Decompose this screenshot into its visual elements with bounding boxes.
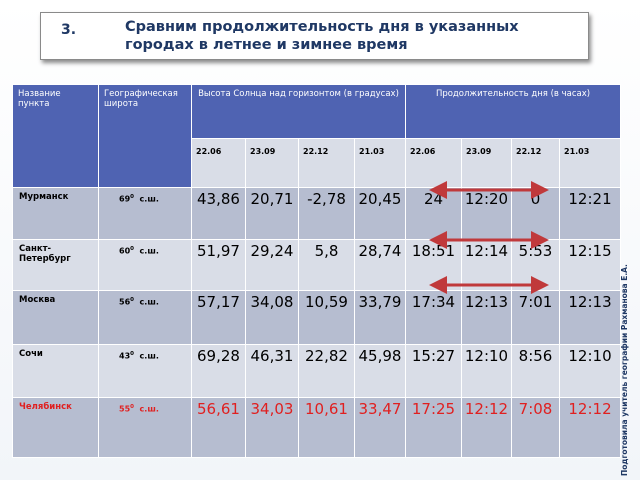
sun-value: 29,24 <box>245 239 299 292</box>
sun-value: 20,45 <box>354 187 406 241</box>
day-value: 12:10 <box>558 343 622 398</box>
date-row: 22.06 23.09 22.12 21.03 22.06 23.09 22.1… <box>13 138 622 189</box>
city-name: Москва <box>12 290 99 345</box>
day-value: 18:51 <box>405 239 462 292</box>
title-box: 3. Сравним продолжительность дня в указа… <box>40 12 589 60</box>
day-date: 22.06 <box>405 138 462 189</box>
latitude-cell: 430 с.ш. <box>98 343 192 398</box>
latitude-cell: 600 с.ш. <box>98 239 192 292</box>
day-value: 8:56 <box>511 343 560 398</box>
day-date: 23.09 <box>461 138 512 189</box>
header-city: Название пункта <box>12 83 99 189</box>
day-value: 12:12 <box>558 396 622 459</box>
sun-value: 34,08 <box>245 290 299 345</box>
day-value: 24 <box>405 187 462 241</box>
day-value: 5:53 <box>511 239 560 292</box>
sun-value: 10,59 <box>298 290 355 345</box>
latitude-cell: 560 с.ш. <box>98 290 192 345</box>
header-sun-height: Высота Солнца над горизонтом (в градусах… <box>191 83 406 140</box>
sun-value: 46,31 <box>245 343 299 398</box>
sun-value: -2,78 <box>298 187 355 241</box>
table-row: Москва 560 с.ш. 57,17 34,08 10,59 33,79 … <box>12 290 622 345</box>
header-row: Название пункта Географическая широта Вы… <box>12 83 622 189</box>
sun-value: 56,61 <box>191 396 246 459</box>
sun-value: 43,86 <box>191 187 246 241</box>
sun-value: 10,61 <box>298 396 355 459</box>
slide-number: 3. <box>61 22 77 38</box>
table-row: Сочи 430 с.ш. 69,28 46,31 22,82 45,98 15… <box>12 343 622 398</box>
day-value: 12:15 <box>558 239 622 292</box>
sun-value: 20,71 <box>245 187 299 241</box>
sun-value: 22,82 <box>298 343 355 398</box>
slide-title: Сравним продолжительность дня в указанны… <box>125 19 519 53</box>
sun-value: 57,17 <box>191 290 246 345</box>
day-value: 17:34 <box>405 290 462 345</box>
day-value: 7:08 <box>511 396 560 459</box>
sun-value: 28,74 <box>354 239 406 292</box>
author-credit: Подготовила учитель географии Рахманова … <box>620 264 629 476</box>
sun-date: 22.06 <box>191 138 246 189</box>
header-day-length: Продолжительность дня (в часах) <box>404 83 622 140</box>
sun-value: 34,03 <box>245 396 299 459</box>
day-value: 12:20 <box>461 187 512 241</box>
city-name: Мурманск <box>12 187 99 241</box>
table-row: Челябинск 550 с.ш. 56,61 34,03 10,61 33,… <box>12 396 622 459</box>
city-name: Сочи <box>12 343 99 398</box>
sun-value: 33,47 <box>354 396 406 459</box>
day-value: 12:10 <box>461 343 512 398</box>
city-name: Челябинск <box>12 396 99 459</box>
sun-value: 69,28 <box>191 343 246 398</box>
data-table: Название пункта Географическая широта Вы… <box>12 83 622 459</box>
latitude-cell: 550 с.ш. <box>98 396 192 459</box>
day-value: 0 <box>511 187 560 241</box>
day-date: 22.12 <box>511 138 560 189</box>
day-value: 17:25 <box>405 396 462 459</box>
table-row: Санкт-Петербург 600 с.ш. 51,97 29,24 5,8… <box>12 239 622 292</box>
day-date: 21.03 <box>558 138 622 189</box>
header-latitude: Географическая широта <box>98 83 192 189</box>
day-value: 12:12 <box>461 396 512 459</box>
sun-date: 22.12 <box>298 138 355 189</box>
sun-date: 21.03 <box>354 138 406 189</box>
latitude-cell: 690 с.ш. <box>98 187 192 241</box>
table-row: Мурманск 690 с.ш. 43,86 20,71 -2,78 20,4… <box>12 187 622 241</box>
day-value: 12:21 <box>558 187 622 241</box>
sun-value: 45,98 <box>354 343 406 398</box>
sun-value: 5,8 <box>298 239 355 292</box>
sun-value: 33,79 <box>354 290 406 345</box>
day-value: 15:27 <box>405 343 462 398</box>
sun-date: 23.09 <box>245 138 299 189</box>
city-name: Санкт-Петербург <box>12 239 99 292</box>
day-value: 12:13 <box>558 290 622 345</box>
day-value: 12:14 <box>461 239 512 292</box>
day-value: 7:01 <box>511 290 560 345</box>
sun-value: 51,97 <box>191 239 246 292</box>
day-value: 12:13 <box>461 290 512 345</box>
